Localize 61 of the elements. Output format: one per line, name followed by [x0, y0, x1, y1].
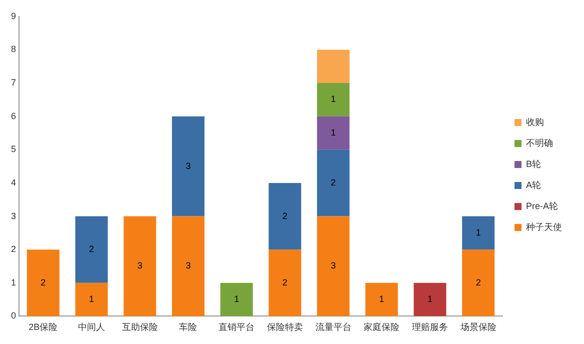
x-tick-label: 家庭保险 [364, 322, 400, 332]
y-tick-label: 6 [10, 110, 16, 121]
bar [268, 250, 302, 316]
bar [268, 182, 302, 250]
y-tick-label: 4 [10, 177, 16, 188]
x-tick-label: 互助保险 [122, 322, 158, 332]
x-tick-label: 中间人 [78, 322, 106, 332]
data-label: 2 [282, 210, 288, 221]
data-label: 1 [234, 294, 240, 304]
data-label: 1 [379, 294, 384, 304]
y-tick-label: 2 [10, 244, 16, 254]
data-label: 3 [137, 260, 142, 271]
bar [317, 116, 350, 150]
bar [462, 216, 495, 250]
legend-label: B轮 [526, 158, 542, 169]
y-tick-label: 5 [10, 144, 16, 154]
data-label: 2 [40, 277, 46, 288]
x-tick-label: 直销平台 [218, 322, 255, 332]
data-label: 1 [330, 127, 336, 138]
x-tick-label: 理赔服务 [412, 322, 448, 332]
legend-label: A轮 [526, 180, 542, 190]
y-tick-label: 8 [10, 44, 16, 54]
bar [462, 250, 495, 316]
y-tick-label: 9 [10, 10, 16, 21]
data-label: 2 [476, 277, 481, 288]
x-tick-label: 2B保险 [28, 322, 58, 332]
data-label: 2 [282, 277, 288, 288]
y-tick-label: 7 [10, 78, 16, 88]
bar [26, 250, 60, 316]
x-tick-label: 车险 [179, 322, 198, 332]
y-tick-label: 1 [10, 277, 16, 288]
bar [75, 216, 108, 283]
legend-label: Pre-A轮 [526, 200, 558, 211]
y-tick-label: 3 [10, 210, 16, 221]
data-label: 3 [186, 160, 191, 171]
bar [317, 83, 350, 116]
bar [365, 282, 398, 316]
data-label: 3 [186, 260, 191, 271]
x-tick-label: 场景保险 [459, 322, 496, 332]
data-label: 2 [330, 177, 336, 188]
legend-label: 不明确 [526, 138, 553, 148]
data-label: 2 [89, 244, 94, 254]
legend-label: 收购 [526, 116, 544, 127]
bar [75, 282, 108, 316]
data-label: 3 [330, 260, 336, 271]
bar [124, 216, 156, 316]
bar [317, 150, 350, 216]
bar [172, 216, 204, 316]
data-label: 1 [476, 227, 481, 238]
bar [414, 282, 446, 316]
y-tick-label: 0 [10, 310, 16, 321]
legend-label: 种子天使 [526, 222, 562, 232]
data-label: 1 [427, 294, 432, 304]
bar [317, 216, 350, 316]
bar [317, 50, 350, 84]
data-label: 1 [330, 94, 336, 104]
x-tick-label: 保险特卖 [266, 322, 303, 332]
bar [220, 282, 253, 316]
data-label: 1 [89, 294, 94, 304]
x-tick-label: 流量平台 [315, 322, 352, 332]
bar [172, 116, 204, 216]
